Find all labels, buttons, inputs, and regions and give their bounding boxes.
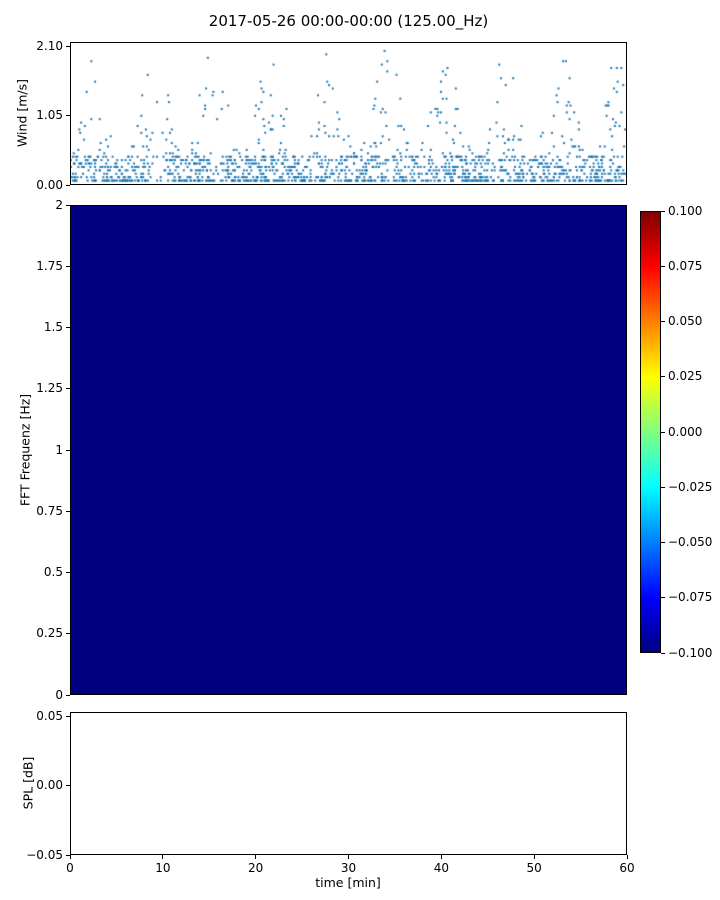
spl-ytick-label: 0.00 — [36, 778, 63, 793]
x-tick-label: 60 — [619, 861, 635, 875]
spec-ytick-label: 0.25 — [36, 626, 63, 641]
wind-ytick-label: 0.00 — [36, 177, 63, 192]
x-tick-mark — [255, 855, 257, 859]
x-tick-label: 20 — [248, 861, 264, 875]
spectrogram-heatmap — [70, 205, 627, 695]
x-tick-mark — [348, 855, 349, 859]
spl-ytick-label-mark — [66, 785, 70, 787]
colorbar-tick-mark — [661, 376, 665, 378]
spec-ytick-label: 2 — [55, 197, 63, 212]
spec-ytick-label: 0 — [55, 687, 63, 702]
colorbar-tick-mark — [661, 486, 665, 488]
x-tick-label: 0 — [66, 861, 74, 875]
colorbar-tick-label: −0.050 — [668, 535, 713, 549]
wind-ytick-label-mark — [66, 46, 70, 48]
x-tick-label: 10 — [155, 861, 171, 875]
spl-ytick-label-mark — [66, 716, 70, 718]
spec-ytick-label: 0.5 — [43, 565, 63, 579]
spec-ytick-label-mark — [66, 633, 70, 635]
colorbar-tick-label: 0.050 — [668, 314, 703, 328]
x-tick-mark — [440, 855, 442, 859]
spec-ytick-label-mark — [66, 265, 70, 267]
spec-ytick-label: 1.5 — [43, 320, 63, 334]
colorbar-tick-label: −0.100 — [668, 645, 713, 660]
x-tick-label: 40 — [433, 861, 449, 875]
wind-ytick-label-mark — [66, 115, 70, 117]
colorbar-tick-mark — [661, 652, 665, 654]
spec-ytick-label-mark — [66, 572, 70, 573]
colorbar-tick-mark — [661, 321, 665, 322]
x-tick-mark — [626, 855, 628, 859]
colorbar-tick-mark — [661, 210, 665, 212]
figure-title: 2017-05-26 00:00-00:00 (125.00_Hz) — [208, 12, 489, 30]
x-tick-mark — [162, 855, 164, 859]
wind-ytick-label-mark — [66, 184, 70, 186]
spec-ytick-label-mark — [66, 510, 70, 512]
spec-ytick-label-mark — [66, 388, 70, 390]
wind-ytick-label: 2.10 — [36, 39, 63, 54]
x-axis-label: time [min] — [315, 875, 381, 890]
colorbar-tick-label: 0.075 — [668, 258, 703, 273]
colorbar-tick-label: −0.025 — [668, 479, 713, 494]
spec-ytick-label-mark — [66, 204, 70, 206]
x-tick-label: 30 — [340, 861, 357, 875]
spec-ytick-label-mark — [66, 327, 70, 328]
wind-ytick-label: 1.05 — [36, 108, 63, 123]
spl-ytick-label-mark — [66, 854, 70, 856]
colorbar-tick-mark — [661, 542, 665, 543]
spec-ytick-label: 0.75 — [36, 503, 63, 518]
spec-ytick-label-mark — [66, 694, 70, 696]
colorbar-tick-label: 0.000 — [668, 424, 703, 439]
colorbar-tick-mark — [661, 431, 665, 433]
spec-ytick-label: 1.25 — [36, 381, 63, 396]
spl-ytick-label: −0.05 — [26, 847, 63, 862]
wind-scatter-plot — [70, 42, 627, 185]
colorbar-tick-label: 0.025 — [668, 369, 703, 384]
colorbar-tick-mark — [661, 265, 665, 267]
spec-ytick-label: 1.75 — [36, 258, 63, 273]
spl-plot — [70, 712, 627, 855]
colorbar-tick-mark — [661, 597, 665, 599]
colorbar-tick-label: 0.100 — [668, 203, 703, 218]
colorbar — [640, 211, 661, 653]
colorbar-tick-label: −0.075 — [668, 590, 713, 605]
spl-ytick-label: 0.05 — [36, 709, 63, 724]
spec-ytick-label: 1 — [55, 442, 63, 457]
x-tick-mark — [533, 855, 535, 859]
wind-scatter-canvas — [71, 43, 626, 184]
spec-ytick-label-mark — [66, 449, 70, 451]
x-tick-mark — [69, 855, 71, 859]
x-tick-label: 50 — [526, 861, 542, 875]
